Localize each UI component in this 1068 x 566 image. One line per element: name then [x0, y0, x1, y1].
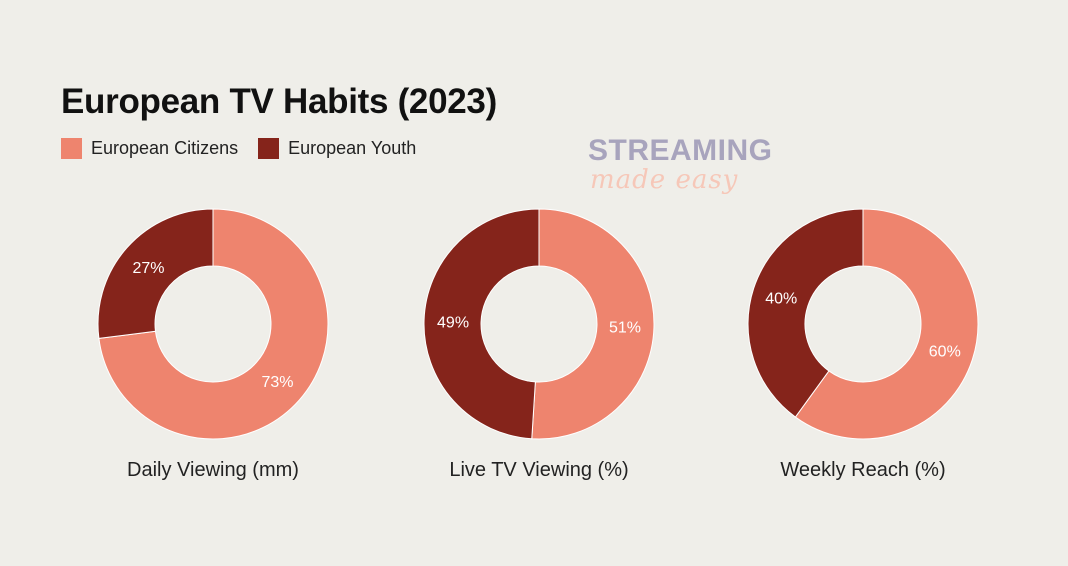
- logo-main-text: STREAMING: [588, 134, 773, 167]
- donut-3-label-1: 60%: [929, 344, 961, 361]
- legend-swatch-citizens: [61, 138, 82, 159]
- legend-item-citizens: European Citizens: [61, 138, 238, 159]
- donut-2-caption: Live TV Viewing (%): [449, 459, 628, 481]
- donut-2-label-2: 49%: [437, 314, 469, 331]
- legend-swatch-youth: [258, 138, 280, 159]
- donut-3-label-2: 40%: [765, 290, 797, 307]
- legend-label-citizens: European Citizens: [91, 138, 239, 158]
- legend-item-youth: European Youth: [258, 138, 416, 159]
- donut-2-label-1: 51%: [609, 320, 641, 337]
- donut-3-caption: Weekly Reach (%): [780, 459, 945, 481]
- legend: European Citizens European Youth: [61, 138, 436, 159]
- donut-1-label-2: 27%: [132, 260, 164, 277]
- logo-sub-text: made easy: [590, 165, 739, 195]
- donut-1-label-1: 73%: [261, 374, 293, 391]
- chart-title: European TV Habits (2023): [61, 82, 497, 121]
- donut-3-slice-european-citizens: [794, 208, 979, 440]
- donut-3-slice-european-youth: [747, 208, 864, 418]
- legend-label-youth: European Youth: [288, 138, 417, 158]
- donut-2-slice-european-youth: [423, 208, 540, 440]
- donut-1-slice-european-youth: [97, 208, 214, 339]
- streaming-logo: STREAMING made easy: [588, 134, 788, 195]
- donut-1-slice-european-citizens: [98, 208, 329, 440]
- donut-2-slice-european-citizens: [531, 208, 655, 440]
- donut-1-caption: Daily Viewing (mm): [127, 459, 299, 481]
